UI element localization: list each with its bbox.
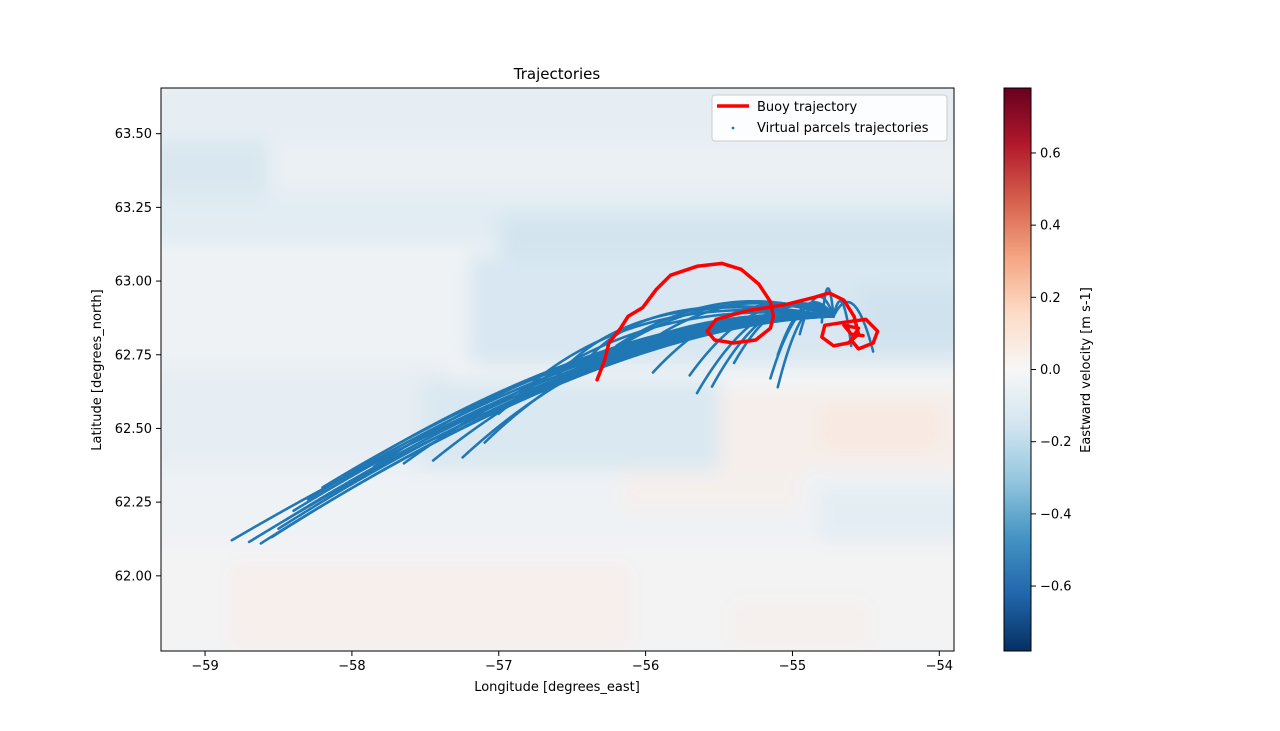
x-tick-label: −55	[779, 659, 806, 674]
legend-parcels-label: Virtual parcels trajectories	[757, 121, 929, 136]
buoy-trajectory-series	[595, 261, 880, 382]
legend-buoy-label: Buoy trajectory	[757, 100, 857, 115]
y-tick-label: 62.25	[115, 496, 152, 511]
x-tick-label: −57	[485, 659, 512, 674]
x-tick-label: −54	[926, 659, 953, 674]
y-tick-label: 62.00	[115, 569, 152, 584]
colorbar-tick-label: 0.6	[1040, 146, 1061, 161]
colorbar-gradient	[1003, 87, 1032, 652]
y-tick-label: 63.00	[115, 275, 152, 290]
colorbar-tick-label: 0.0	[1040, 363, 1061, 378]
legend-box	[711, 94, 948, 142]
parcel-trajectory	[519, 308, 835, 395]
y-tick-label: 62.75	[115, 348, 152, 363]
colorbar-tick-label: 0.2	[1040, 291, 1061, 306]
colorbar-tick-label: 0.4	[1040, 219, 1061, 234]
colorbar-tick-label: −0.2	[1040, 435, 1072, 450]
parcel-trajectory	[832, 300, 875, 354]
colorbar-ticks: −0.6 −0.4 −0.2 0.0 0.2 0.4 0.6	[1031, 146, 1072, 595]
colorbar-label: Eastward velocity [m s-1]	[1079, 287, 1094, 453]
virtual-parcels-series	[230, 287, 875, 545]
x-tick-label: −58	[338, 659, 365, 674]
x-axis-label: Longitude [degrees_east]	[474, 680, 640, 695]
y-tick-label: 63.50	[115, 127, 152, 142]
x-tick-label: −56	[632, 659, 659, 674]
legend: Buoy trajectory Virtual parcels trajecto…	[711, 94, 948, 142]
colorbar-tick-label: −0.4	[1040, 507, 1072, 522]
y-tick-label: 63.25	[115, 201, 152, 216]
colorbar-tick-label: −0.6	[1040, 580, 1072, 595]
parcel-trajectory	[776, 301, 835, 357]
legend-parcels-swatch	[731, 126, 735, 130]
y-axis-ticks: 62.00 62.25 62.50 62.75 63.00 63.25 63.50	[115, 127, 161, 584]
parcel-trajectory	[578, 305, 835, 371]
x-axis-ticks: −59 −58 −57 −56 −55 −54	[191, 651, 953, 674]
chart-title: Trajectories	[513, 65, 601, 83]
parcel-trajectory	[820, 287, 835, 324]
x-tick-label: −59	[191, 659, 218, 674]
colorbar: −0.6 −0.4 −0.2 0.0 0.2 0.4 0.6 Eastward veloci…	[1003, 87, 1094, 652]
plot-frame	[160, 87, 955, 652]
y-axis-label: Latitude [degrees_north]	[90, 289, 105, 450]
buoy-trajectory-line	[595, 261, 880, 382]
parcel-trajectory	[482, 313, 835, 445]
y-tick-label: 62.50	[115, 422, 152, 437]
